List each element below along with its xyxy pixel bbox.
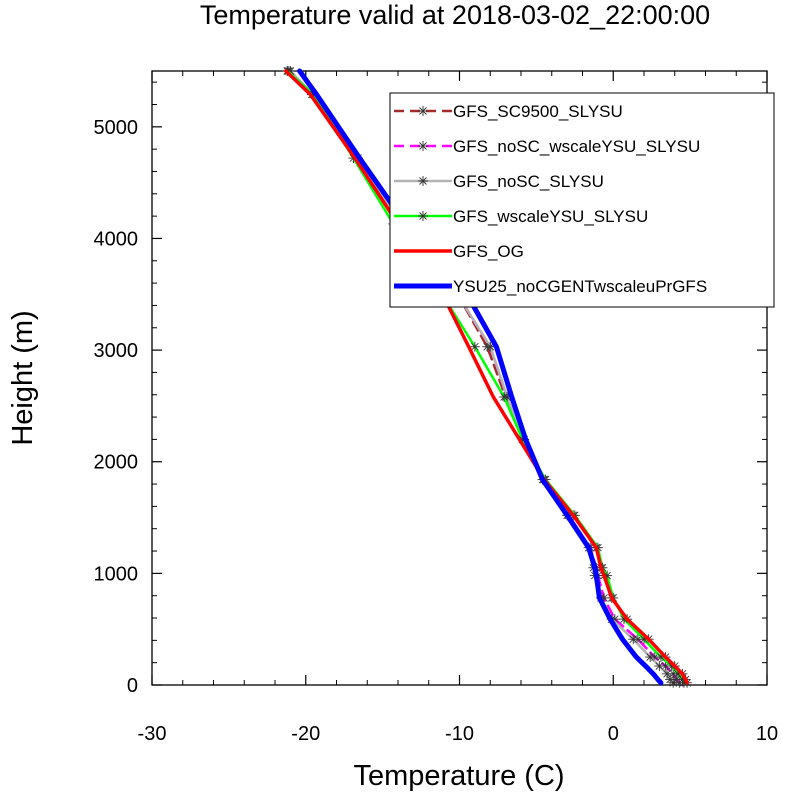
- x-axis-label: Temperature (C): [353, 760, 564, 792]
- data-point-marker: [499, 391, 510, 402]
- legend-label: YSU25_noCGENTwscaleuPrGFS: [453, 277, 707, 296]
- data-point-marker: [654, 661, 665, 672]
- x-tick-label: 0: [608, 723, 619, 745]
- y-tick-label: 2000: [94, 452, 139, 474]
- x-tick-label: -20: [291, 723, 320, 745]
- legend-item: GFS_noSC_SLYSU: [394, 172, 604, 191]
- data-point-marker: [662, 668, 673, 679]
- y-tick-label: 1000: [94, 563, 139, 585]
- legend-box: [389, 92, 775, 308]
- legend-label: GFS_wscaleYSU_SLYSU: [453, 207, 648, 226]
- y-axis-label: Height (m): [7, 310, 39, 445]
- data-point-marker: [628, 634, 639, 645]
- y-tick-label: 5000: [94, 117, 139, 139]
- y-axis: 0 1000 2000 3000 4000 5000: [94, 81, 767, 697]
- legend-item: GFS_OG: [394, 242, 524, 261]
- data-point-marker: [418, 106, 428, 116]
- chart-title: Temperature valid at 2018-03-02_22:00:00: [200, 0, 710, 30]
- data-point-marker: [418, 176, 428, 186]
- legend-item: YSU25_noCGENTwscaleuPrGFS: [394, 277, 707, 296]
- x-axis: -30 -20 -10 0 10: [138, 71, 778, 745]
- x-tick-label: 10: [756, 723, 778, 745]
- legend-item: GFS_noSC_wscaleYSU_SLYSU: [394, 137, 700, 156]
- data-point-marker: [665, 674, 676, 685]
- legend-label: GFS_OG: [453, 242, 524, 261]
- legend-item: GFS_wscaleYSU_SLYSU: [394, 207, 648, 226]
- data-point-marker: [469, 341, 480, 352]
- x-tick-label: -10: [445, 723, 474, 745]
- y-tick-label: 0: [127, 675, 138, 697]
- data-point-marker: [645, 652, 656, 663]
- y-tick-label: 3000: [94, 340, 139, 362]
- y-tick-label: 4000: [94, 228, 139, 250]
- legend: GFS_SC9500_SLYSU GFS_noSC_wscaleYSU_SLYSU…: [389, 92, 775, 308]
- legend-label: GFS_SC9500_SLYSU: [453, 102, 623, 121]
- data-point-marker: [418, 141, 428, 151]
- legend-label: GFS_noSC_wscaleYSU_SLYSU: [453, 137, 700, 156]
- x-tick-label: -30: [138, 723, 167, 745]
- legend-item: GFS_SC9500_SLYSU: [394, 102, 623, 121]
- legend-label: GFS_noSC_SLYSU: [453, 172, 604, 191]
- data-point-marker: [418, 211, 428, 221]
